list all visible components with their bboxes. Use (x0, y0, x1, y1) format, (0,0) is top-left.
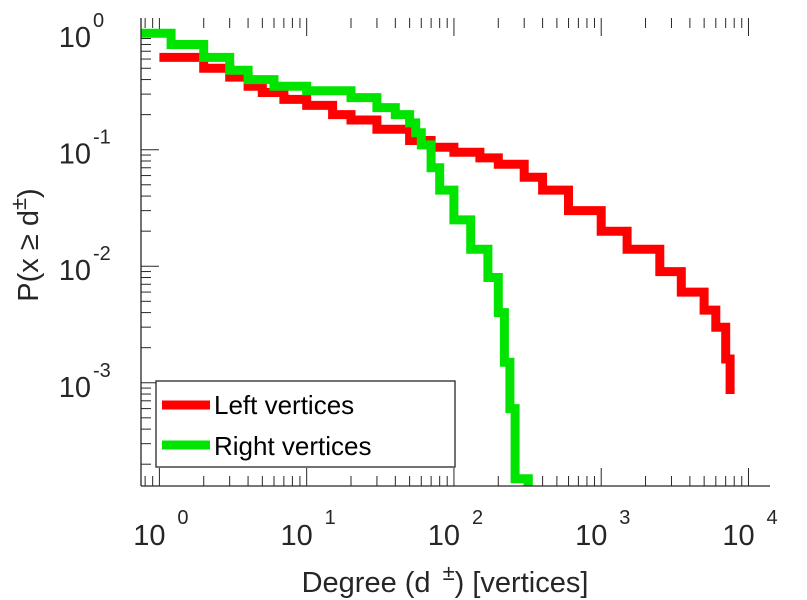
y-tick-exponent: -2 (93, 243, 111, 265)
legend: Left vertices Right vertices (155, 380, 456, 468)
minor-ticks (141, 18, 749, 486)
legend-label-right: Right vertices (214, 431, 372, 461)
y-tick-label: 10 (59, 22, 91, 54)
y-tick-exponent: -1 (93, 127, 111, 149)
y-tick-label: 10 (59, 372, 91, 404)
x-tick-exponent: 3 (619, 507, 630, 529)
y-tick-label: 10 (59, 139, 91, 171)
x-tick-exponent: 0 (177, 507, 188, 529)
x-tick-exponent: 2 (472, 507, 483, 529)
series-right-vertices (141, 28, 533, 486)
y-tick-exponent: 0 (93, 10, 104, 32)
x-tick-label: 10 (575, 520, 607, 552)
y-tick-exponent: -3 (93, 360, 111, 382)
series-layer (141, 28, 735, 486)
x-tick-label: 10 (722, 520, 754, 552)
series-left-vertices (159, 52, 735, 394)
legend-label-left: Left vertices (214, 390, 354, 420)
x-tick-exponent: 1 (325, 507, 336, 529)
x-tick-label: 10 (428, 520, 460, 552)
x-tick-label: 10 (133, 520, 165, 552)
x-tick-label: 10 (281, 520, 313, 552)
x-tick-exponent: 4 (766, 507, 777, 529)
legend-box (155, 380, 456, 468)
x-axis-title: Degree (d ±) [vertices] (302, 560, 589, 599)
axes (140, 18, 770, 487)
y-axis-title: P(x ≥ d±) (6, 188, 45, 301)
y-tick-label: 10 (59, 255, 91, 287)
